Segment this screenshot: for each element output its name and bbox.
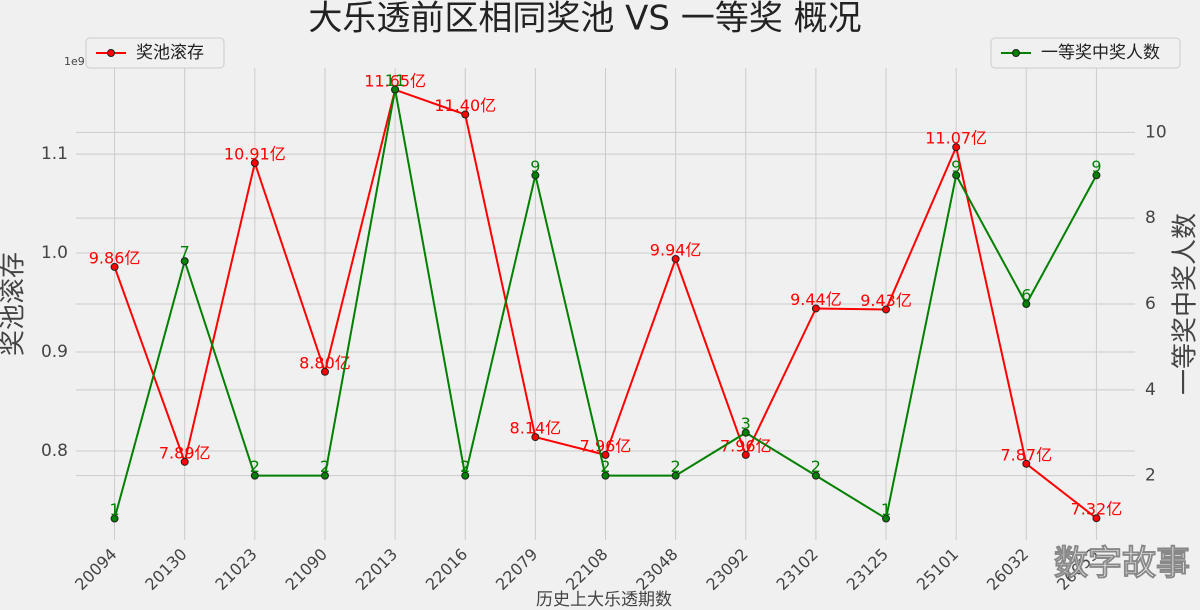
point — [811, 471, 820, 480]
x-tick-label: 21023 — [211, 545, 260, 594]
data-label: 8.14亿 — [510, 419, 562, 438]
point — [180, 457, 189, 466]
x-tick-label: 22079 — [492, 545, 541, 594]
x-tick-label: 22013 — [352, 545, 401, 594]
y2-axis-label: 一等奖中奖人数 — [1171, 213, 1200, 395]
data-label: 9 — [1091, 157, 1101, 176]
y2-tick-label: 2 — [1145, 466, 1156, 486]
point — [741, 428, 750, 437]
legend: 一等奖中奖人数 — [990, 37, 1181, 69]
y2-tick-label: 8 — [1145, 208, 1156, 228]
data-label: 6 — [1021, 286, 1031, 305]
legend-box — [990, 37, 1181, 69]
data-label: 9.94亿 — [650, 240, 702, 259]
y2-tick-label: 6 — [1145, 294, 1156, 314]
point — [461, 110, 470, 119]
data-label: 11.40亿 — [434, 96, 496, 115]
point — [320, 471, 329, 480]
legend: 奖池滚存 — [85, 37, 225, 69]
data-label: 7 — [180, 243, 190, 262]
x-tick-label: 20094 — [71, 545, 120, 594]
data-label: 7.87亿 — [1000, 445, 1052, 464]
data-label: 9.44亿 — [790, 290, 842, 309]
y-tick-label: 0.8 — [41, 441, 68, 461]
x-tick-label: 22016 — [422, 545, 471, 594]
data-label: 2 — [460, 457, 470, 476]
y2-tick-label: 4 — [1145, 380, 1156, 400]
y2-tick-label: 10 — [1145, 122, 1167, 142]
point — [531, 433, 540, 442]
data-label: 8.80亿 — [299, 353, 351, 372]
point — [110, 514, 119, 523]
point — [1092, 171, 1101, 180]
point — [1092, 514, 1101, 523]
y-tick-label: 0.9 — [41, 342, 68, 362]
point — [882, 514, 891, 523]
point — [110, 262, 119, 271]
data-label: 2 — [250, 457, 260, 476]
data-label: 7.96亿 — [720, 436, 772, 455]
x-axis-label: 历史上大乐透期数 — [536, 590, 672, 610]
legend-marker — [1012, 49, 1020, 57]
point — [601, 450, 610, 459]
y-tick-label: 1.0 — [41, 243, 68, 263]
data-label: 11.07亿 — [925, 129, 987, 148]
point — [601, 471, 610, 480]
data-label: 9 — [530, 157, 540, 176]
point — [741, 450, 750, 459]
point — [320, 367, 329, 376]
x-tick-label: 22108 — [562, 545, 611, 594]
x-tick-label: 23125 — [843, 545, 892, 594]
legend-marker — [107, 49, 115, 57]
data-label: 11 — [385, 71, 405, 90]
point — [811, 304, 820, 313]
x-tick-label: 23102 — [772, 545, 821, 594]
y-tick-label: 1.1 — [41, 144, 68, 164]
point — [1022, 300, 1031, 308]
data-label: 1 — [881, 500, 891, 519]
data-label: 9 — [951, 157, 961, 176]
point — [882, 305, 891, 314]
x-tick-label: 26032 — [983, 545, 1032, 594]
x-tick-label: 25101 — [913, 545, 962, 594]
point — [461, 471, 470, 480]
data-label: 2 — [671, 457, 681, 476]
chart-title: 大乐透前区相同奖池 VS 一等奖 概况 — [308, 0, 861, 39]
data-label: 7.89亿 — [159, 443, 211, 462]
data-label: 7.32亿 — [1071, 500, 1123, 519]
point — [952, 143, 961, 152]
data-label: 9.43亿 — [860, 291, 912, 310]
x-tick-label: 21090 — [282, 545, 331, 594]
data-label: 2 — [320, 457, 330, 476]
watermark: 数字故事 — [1054, 544, 1190, 584]
y-offset-label: 1e9 — [64, 55, 85, 68]
data-label: 2 — [600, 457, 610, 476]
legend-label: 奖池滚存 — [136, 43, 204, 63]
x-tick-label: 23048 — [632, 545, 681, 594]
data-label: 2 — [811, 457, 821, 476]
point — [1022, 459, 1031, 468]
legend-box — [85, 37, 225, 69]
data-label: 7.96亿 — [580, 436, 632, 455]
x-tick-label: 20130 — [141, 545, 190, 594]
point — [250, 158, 259, 167]
point — [391, 85, 400, 94]
x-tick-label: 23092 — [702, 545, 751, 594]
data-label: 1 — [109, 500, 119, 519]
point — [952, 171, 961, 180]
point — [531, 171, 540, 180]
legend-label: 一等奖中奖人数 — [1041, 43, 1160, 63]
point — [671, 471, 680, 480]
point — [671, 254, 680, 263]
y-axis-label: 奖池滚存 — [0, 252, 29, 356]
data-label: 11.65亿 — [364, 71, 426, 90]
point — [250, 471, 259, 480]
data-label: 10.91亿 — [224, 144, 286, 163]
data-label: 3 — [741, 414, 751, 433]
data-label: 9.86亿 — [89, 248, 141, 267]
point — [180, 257, 189, 266]
